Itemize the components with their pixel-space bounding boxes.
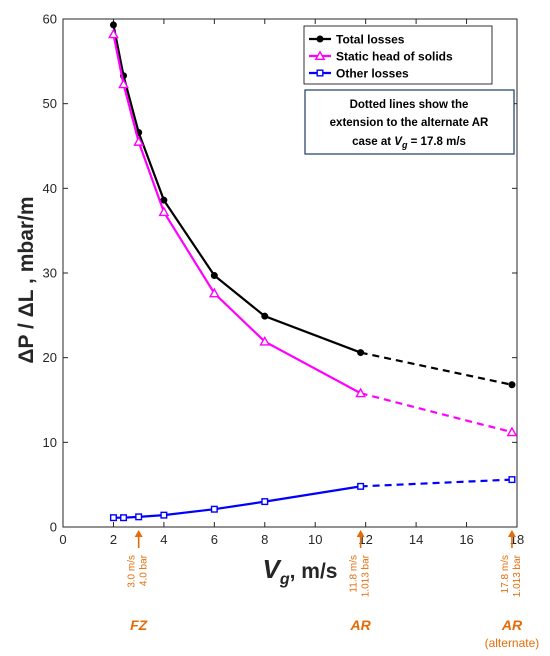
x-tick-label: 10 bbox=[308, 532, 322, 547]
data-point bbox=[357, 482, 365, 490]
y-tick-label: 0 bbox=[50, 520, 57, 535]
annotation-sublabel: (alternate) bbox=[485, 636, 540, 650]
annotation-speed: 11.8 m/s bbox=[349, 555, 360, 593]
x-tick-label: 16 bbox=[459, 532, 473, 547]
data-point-extension bbox=[508, 381, 516, 389]
note-line-3-var: V bbox=[394, 136, 403, 148]
annotation-arrow-head bbox=[356, 530, 365, 537]
x-axis-title-var: V bbox=[263, 554, 283, 584]
x-tick-label: 6 bbox=[211, 532, 218, 547]
series-layer bbox=[108, 21, 518, 522]
annotation-speed: 17.8 m/s bbox=[500, 555, 511, 593]
note-line-1: Dotted lines show the bbox=[350, 99, 469, 111]
annotation-pressure: 1.013 bar bbox=[361, 554, 372, 597]
data-point-extension bbox=[508, 476, 516, 484]
x-tick-label: 2 bbox=[110, 532, 117, 547]
x-tick-label: 0 bbox=[59, 532, 66, 547]
series-extension-line bbox=[360, 392, 513, 434]
x-axis-title-unit: , m/s bbox=[290, 560, 338, 583]
annotation-label: FZ bbox=[130, 617, 148, 633]
series-extension-line bbox=[360, 351, 513, 386]
annotation-2: 17.8 m/s 1.013 bar AR (alternate) bbox=[485, 530, 540, 650]
annotation-label: AR bbox=[501, 617, 523, 633]
annotation-1: 11.8 m/s 1.013 bar AR bbox=[349, 530, 372, 633]
annotation-0: 3.0 m/s 4.0 bar FZ bbox=[127, 530, 150, 633]
legend-label: Static head of solids bbox=[336, 50, 453, 64]
data-point bbox=[259, 335, 271, 346]
data-point bbox=[160, 196, 168, 204]
data-point-extension bbox=[506, 426, 518, 437]
data-point bbox=[261, 312, 269, 320]
y-tick-label: 10 bbox=[43, 435, 57, 450]
data-point bbox=[210, 505, 218, 513]
data-point bbox=[160, 511, 168, 519]
legend: Total losses Static head of solids Other l… bbox=[303, 25, 493, 85]
x-tick-label: 14 bbox=[409, 532, 423, 547]
x-tick-label: 4 bbox=[160, 532, 167, 547]
legend-items: Total losses Static head of solids Other l… bbox=[309, 33, 453, 81]
y-axis-title: ΔP / ΔL , mbar/m bbox=[15, 196, 38, 363]
series-1 bbox=[108, 28, 518, 437]
y-tick-label: 20 bbox=[43, 350, 57, 365]
x-axis-title: Vg, m/s bbox=[263, 554, 338, 588]
y-tick-label: 50 bbox=[43, 96, 57, 111]
note-line-3-suffix: = 17.8 m/s bbox=[407, 136, 466, 148]
note-box bbox=[304, 89, 515, 155]
x-axis-title-sub: g bbox=[279, 571, 290, 588]
data-point bbox=[210, 272, 218, 280]
annotation-arrow-head bbox=[507, 530, 516, 537]
annotation-label: AR bbox=[350, 617, 372, 633]
data-point bbox=[120, 514, 128, 522]
legend-swatch-marker bbox=[314, 50, 326, 61]
data-point bbox=[108, 28, 119, 39]
legend-swatch-marker bbox=[316, 35, 324, 43]
note-box-group: Dotted lines show the extension to the a… bbox=[304, 89, 515, 155]
y-tick-label: 40 bbox=[43, 181, 57, 196]
data-point bbox=[261, 498, 269, 506]
series-2 bbox=[109, 476, 516, 522]
data-point bbox=[118, 78, 129, 89]
data-point bbox=[208, 287, 220, 298]
y-tick-label: 30 bbox=[43, 266, 57, 281]
legend-box bbox=[303, 25, 493, 85]
annotation-pressure: 4.0 bar bbox=[139, 554, 150, 586]
annotation-speed: 3.0 m/s bbox=[127, 555, 138, 588]
legend-label: Total losses bbox=[336, 33, 405, 47]
annotation-pressure: 1.013 bar bbox=[512, 554, 523, 597]
legend-swatch-marker bbox=[316, 69, 324, 77]
note-line-2: extension to the alternate AR bbox=[330, 117, 489, 129]
x-tick-label: 8 bbox=[261, 532, 268, 547]
data-point bbox=[133, 136, 145, 146]
data-point bbox=[135, 513, 143, 521]
annotation-arrow-head bbox=[134, 530, 143, 537]
note-line-3-prefix: case at bbox=[352, 136, 394, 148]
data-point bbox=[357, 349, 365, 357]
series-extension-line bbox=[360, 478, 513, 488]
y-tick-label: 60 bbox=[43, 12, 57, 27]
data-point bbox=[355, 387, 367, 398]
series-0 bbox=[109, 21, 516, 389]
data-point bbox=[109, 514, 117, 522]
legend-label: Other losses bbox=[336, 67, 409, 81]
data-point bbox=[158, 206, 170, 217]
note-line-3-sub: g bbox=[401, 140, 408, 150]
note-line-3: case at Vg = 17.8 m/s bbox=[352, 136, 466, 150]
data-point bbox=[109, 21, 117, 29]
